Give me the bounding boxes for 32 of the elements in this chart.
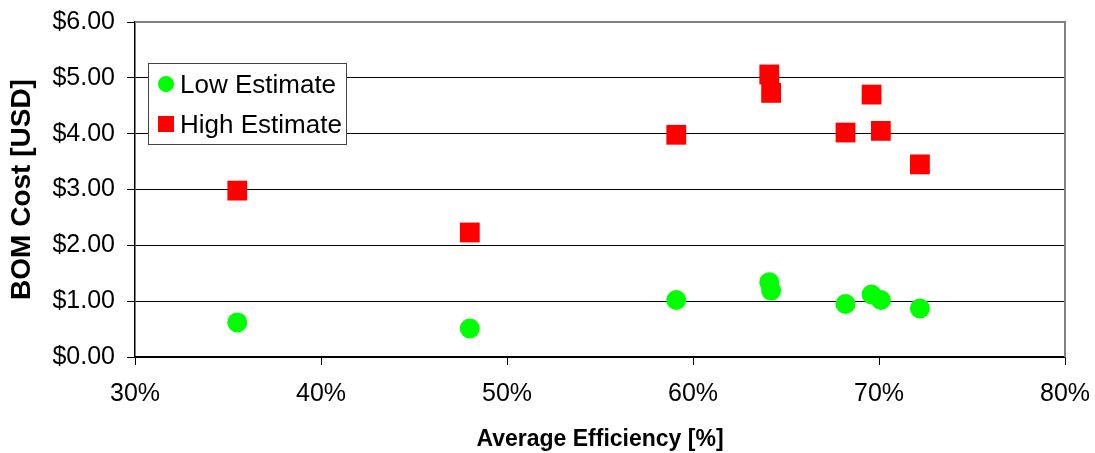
point <box>227 180 248 201</box>
point <box>761 83 782 103</box>
y-tick-label: $3.00 <box>52 173 115 202</box>
x-tick-label: 50% <box>481 377 533 406</box>
point <box>870 290 891 311</box>
y-tick-label: $6.00 <box>52 5 115 34</box>
x-tick-label: 60% <box>667 377 719 406</box>
x-tick-label: 30% <box>109 377 161 406</box>
point <box>666 290 687 311</box>
point <box>909 298 930 319</box>
y-tick-label: $5.00 <box>52 61 115 90</box>
point <box>759 64 780 85</box>
y-tick-label: $0.00 <box>52 340 115 369</box>
point <box>835 122 856 143</box>
point <box>910 154 930 175</box>
x-tick-label: 40% <box>295 377 347 406</box>
point <box>459 222 480 243</box>
point <box>666 124 687 145</box>
point <box>227 312 248 333</box>
point <box>459 318 480 339</box>
y-tick-label: $2.00 <box>52 229 115 258</box>
x-axis-title: Average Efficiency [%] <box>476 424 724 451</box>
point <box>861 84 882 105</box>
legend-label: High Estimate <box>180 109 342 139</box>
x-tick-label: 70% <box>853 377 905 406</box>
y-tick-label: $4.00 <box>52 117 115 146</box>
x-tick-label: 80% <box>1039 377 1091 406</box>
point <box>870 120 891 141</box>
y-tick-label: $1.00 <box>52 285 115 314</box>
y-axis-title: BOM Cost [USD] <box>4 79 36 300</box>
legend-label: Low Estimate <box>180 69 337 99</box>
point <box>835 293 856 314</box>
